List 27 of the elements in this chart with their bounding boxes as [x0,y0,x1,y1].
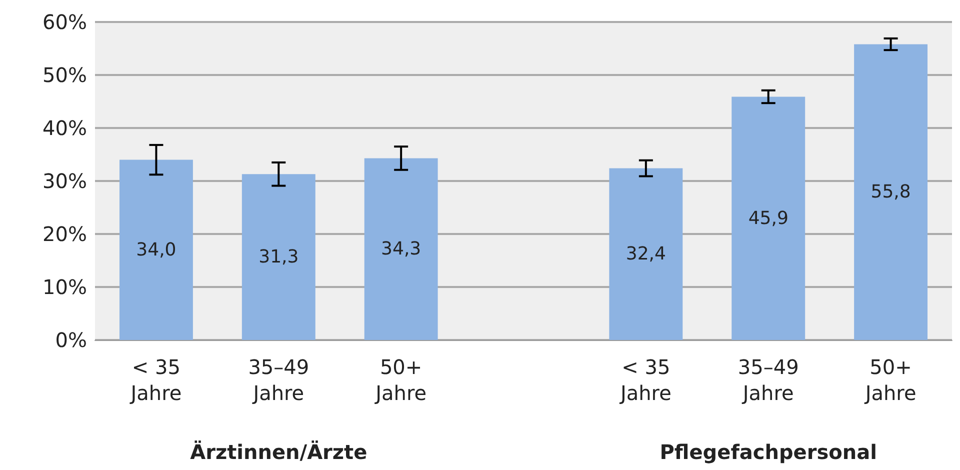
x-tick-label: 35–49 Jahre [248,355,310,405]
data-label: 31,3 [258,246,299,268]
y-tick-label: 50% [42,63,87,87]
y-tick-label: 0% [55,328,87,352]
x-tick-label: 35–49 Jahre [738,355,799,405]
data-label: 55,8 [870,182,911,203]
x-tick-label: < 35 Jahre [128,355,182,405]
x-tick-label: 50+ Jahre [374,355,427,405]
bar [242,174,316,340]
data-label: 34,0 [136,239,176,260]
data-label: 45,9 [748,208,788,229]
bar [732,96,806,340]
x-tick-label: 50+ Jahre [863,355,916,405]
text: Ärztinnen/Ärzte [190,440,368,464]
bar [119,160,193,340]
bar [854,44,928,340]
data-label: 34,3 [381,238,422,260]
y-tick-label: 10% [42,275,87,299]
y-tick-label: 20% [42,222,87,246]
y-tick-label: 60% [42,10,87,34]
text: Pflegefachpersonal [660,440,877,464]
bar [609,168,683,340]
y-tick-label: 40% [42,116,87,140]
data-label: 32,4 [626,244,666,265]
x-tick-label: < 35 Jahre [618,355,672,405]
bar [364,158,438,340]
y-tick-label: 30% [42,169,87,193]
